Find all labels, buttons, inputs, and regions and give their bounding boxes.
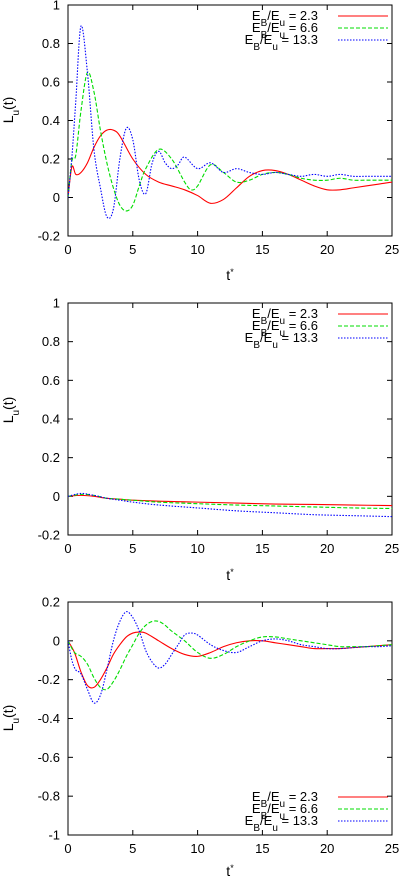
plot-frame <box>67 4 393 237</box>
chart-panel-3: 0 5 10 15 20 25 -1 -0.8 -0.6 -0.4 -0.2 0 0.2 t* Lu(t) E… <box>0 595 399 880</box>
legend: EB/Eu = 2.3EB/Eu = 6.6EB/Eu = 13.3 <box>245 306 388 351</box>
y-tick-label: -0.8 <box>38 789 60 804</box>
x-tick-label: 10 <box>190 841 204 856</box>
legend-label-2: EB/Eu = 6.6 <box>252 318 318 339</box>
y-tick-label: -0.4 <box>38 711 60 726</box>
legend-label-3: EB/Eu = 13.3 <box>245 32 318 53</box>
y-tick-label: 0.8 <box>42 36 60 51</box>
legend-label-1: EB/Eu = 2.3 <box>252 306 318 327</box>
y-axis-label: Lu(t) <box>0 97 22 124</box>
x-tick-label: 25 <box>385 541 399 556</box>
y-axis-label: Lu(t) <box>0 705 22 732</box>
x-axis-label: t* <box>226 267 234 283</box>
y-tick-label: 0.8 <box>42 334 60 349</box>
legend-label-3: EB/Eu = 13.3 <box>245 813 318 834</box>
y-tick-label: 0.6 <box>42 373 60 388</box>
y-tick-label: -0.2 <box>38 229 60 244</box>
x-tick-label: 20 <box>320 242 334 257</box>
plot-frame <box>67 302 393 536</box>
y-axis-label: Lu(t) <box>0 397 22 424</box>
x-tick-label: 5 <box>129 841 136 856</box>
x-tick-label: 5 <box>129 242 136 257</box>
plot-frame <box>67 601 393 836</box>
x-tick-label: 25 <box>385 841 399 856</box>
chart-panel-2: 0 5 10 15 20 25 -0.2 0 0.2 0.4 0.6 0.8 1 t* Lu(t) EB/Eu… <box>0 296 399 584</box>
y-tick-label: 1 <box>53 0 60 13</box>
x-tick-label: 25 <box>385 242 399 257</box>
y-tick-label: 0.2 <box>42 152 60 167</box>
series-line-1 <box>68 631 392 689</box>
x-tick-label: 15 <box>255 841 269 856</box>
x-tick-label: 0 <box>64 541 71 556</box>
x-tick-label: 20 <box>320 541 334 556</box>
y-tick-label: -0.2 <box>38 528 60 543</box>
series-line-3 <box>68 25 392 219</box>
series-line-2 <box>68 493 392 510</box>
legend-label-3: EB/Eu = 13.3 <box>245 330 318 351</box>
y-tick-label: 0.4 <box>42 113 60 128</box>
series-line-1 <box>68 128 392 204</box>
x-tick-label: 5 <box>129 541 136 556</box>
legend-label-2: EB/Eu = 6.6 <box>252 20 318 41</box>
x-axis-label: t* <box>226 863 234 879</box>
y-tick-label: 0 <box>53 633 60 648</box>
y-tick-label: 0.2 <box>42 450 60 465</box>
x-axis-label: t* <box>226 567 234 583</box>
legend: EB/Eu = 2.3EB/Eu = 6.6EB/Eu = 13.3 <box>245 789 388 834</box>
x-tick-label: 0 <box>64 841 71 856</box>
x-tick-label: 0 <box>64 242 71 257</box>
legend: EB/Eu = 2.3EB/Eu = 6.6EB/Eu = 13.3 <box>245 8 388 53</box>
chart-panel-1: 0 5 10 15 20 25 -0.2 0 0.2 0.4 0.6 0.8 1 t* Lu(t) EB/Eu… <box>0 0 399 283</box>
series-line-2 <box>68 620 392 691</box>
y-tick-label: 0.6 <box>42 75 60 90</box>
series-line-1 <box>68 494 392 507</box>
legend-label-1: EB/Eu = 2.3 <box>252 789 318 810</box>
x-tick-label: 15 <box>255 242 269 257</box>
y-tick-label: -0.6 <box>38 750 60 765</box>
x-tick-label: 20 <box>320 841 334 856</box>
y-tick-label: 0.4 <box>42 412 60 427</box>
x-tick-label: 10 <box>190 242 204 257</box>
y-tick-label: 0.2 <box>42 595 60 610</box>
series-line-2 <box>68 71 392 212</box>
y-tick-label: 1 <box>53 296 60 311</box>
legend-label-2: EB/Eu = 6.6 <box>252 801 318 822</box>
y-tick-label: 0 <box>53 190 60 205</box>
series-line-3 <box>68 611 392 704</box>
x-tick-label: 10 <box>190 541 204 556</box>
y-tick-label: -1 <box>48 828 60 843</box>
legend-label-1: EB/Eu = 2.3 <box>252 8 318 29</box>
y-tick-label: -0.2 <box>38 672 60 687</box>
y-tick-label: 0 <box>53 489 60 504</box>
x-tick-label: 15 <box>255 541 269 556</box>
